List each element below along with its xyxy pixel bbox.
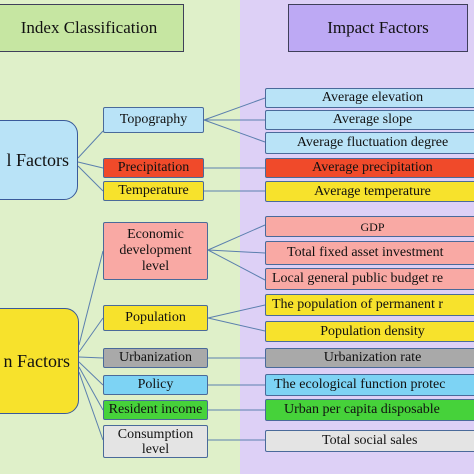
human-factors-label: n Factors xyxy=(3,350,71,371)
factor-permanent-population: The population of permanent r xyxy=(265,294,474,316)
natural-factors-group: l Factors xyxy=(0,120,78,200)
factor-local-general-public-budget: Local general public budget re xyxy=(265,268,474,290)
category-temperature: Temperature xyxy=(103,181,204,201)
category-consumption-level: Consumption level xyxy=(103,425,208,458)
impact-factors-header: Impact Factors xyxy=(288,4,468,52)
category-topography: Topography xyxy=(103,107,204,133)
factor-urbanization-rate: Urbanization rate xyxy=(265,348,474,368)
category-resident-income: Resident income xyxy=(103,400,208,420)
category-policy: Policy xyxy=(103,375,208,395)
index-classification-title: Index Classification xyxy=(20,18,158,37)
factor-gdp: GDP xyxy=(265,216,474,237)
category-urbanization: Urbanization xyxy=(103,348,208,368)
factor-population-density: Population density xyxy=(265,321,474,342)
factor-average-precipitation: Average precipitation xyxy=(265,158,474,178)
factor-average-slope: Average slope xyxy=(265,110,474,130)
category-population: Population xyxy=(103,305,208,331)
factor-average-elevation: Average elevation xyxy=(265,88,474,108)
category-precipitation: Precipitation xyxy=(103,158,204,178)
factor-average-fluctuation-degree: Average fluctuation degree xyxy=(265,132,474,154)
index-classification-header: Index Classification xyxy=(0,4,184,52)
human-factors-group: n Factors xyxy=(0,308,79,414)
category-economic-development-level: Economic development level xyxy=(103,222,208,280)
factor-total-social-sales: Total social sales xyxy=(265,430,474,452)
factor-average-temperature: Average temperature xyxy=(265,181,474,202)
factor-ecological-function-protection: The ecological function protec xyxy=(265,374,474,396)
factor-total-fixed-asset-investment: Total fixed asset investment xyxy=(265,241,474,265)
natural-factors-label: l Factors xyxy=(6,149,70,170)
factor-urban-per-capita-disposable-income: Urban per capita disposable xyxy=(265,399,474,421)
impact-factors-title: Impact Factors xyxy=(327,18,429,37)
